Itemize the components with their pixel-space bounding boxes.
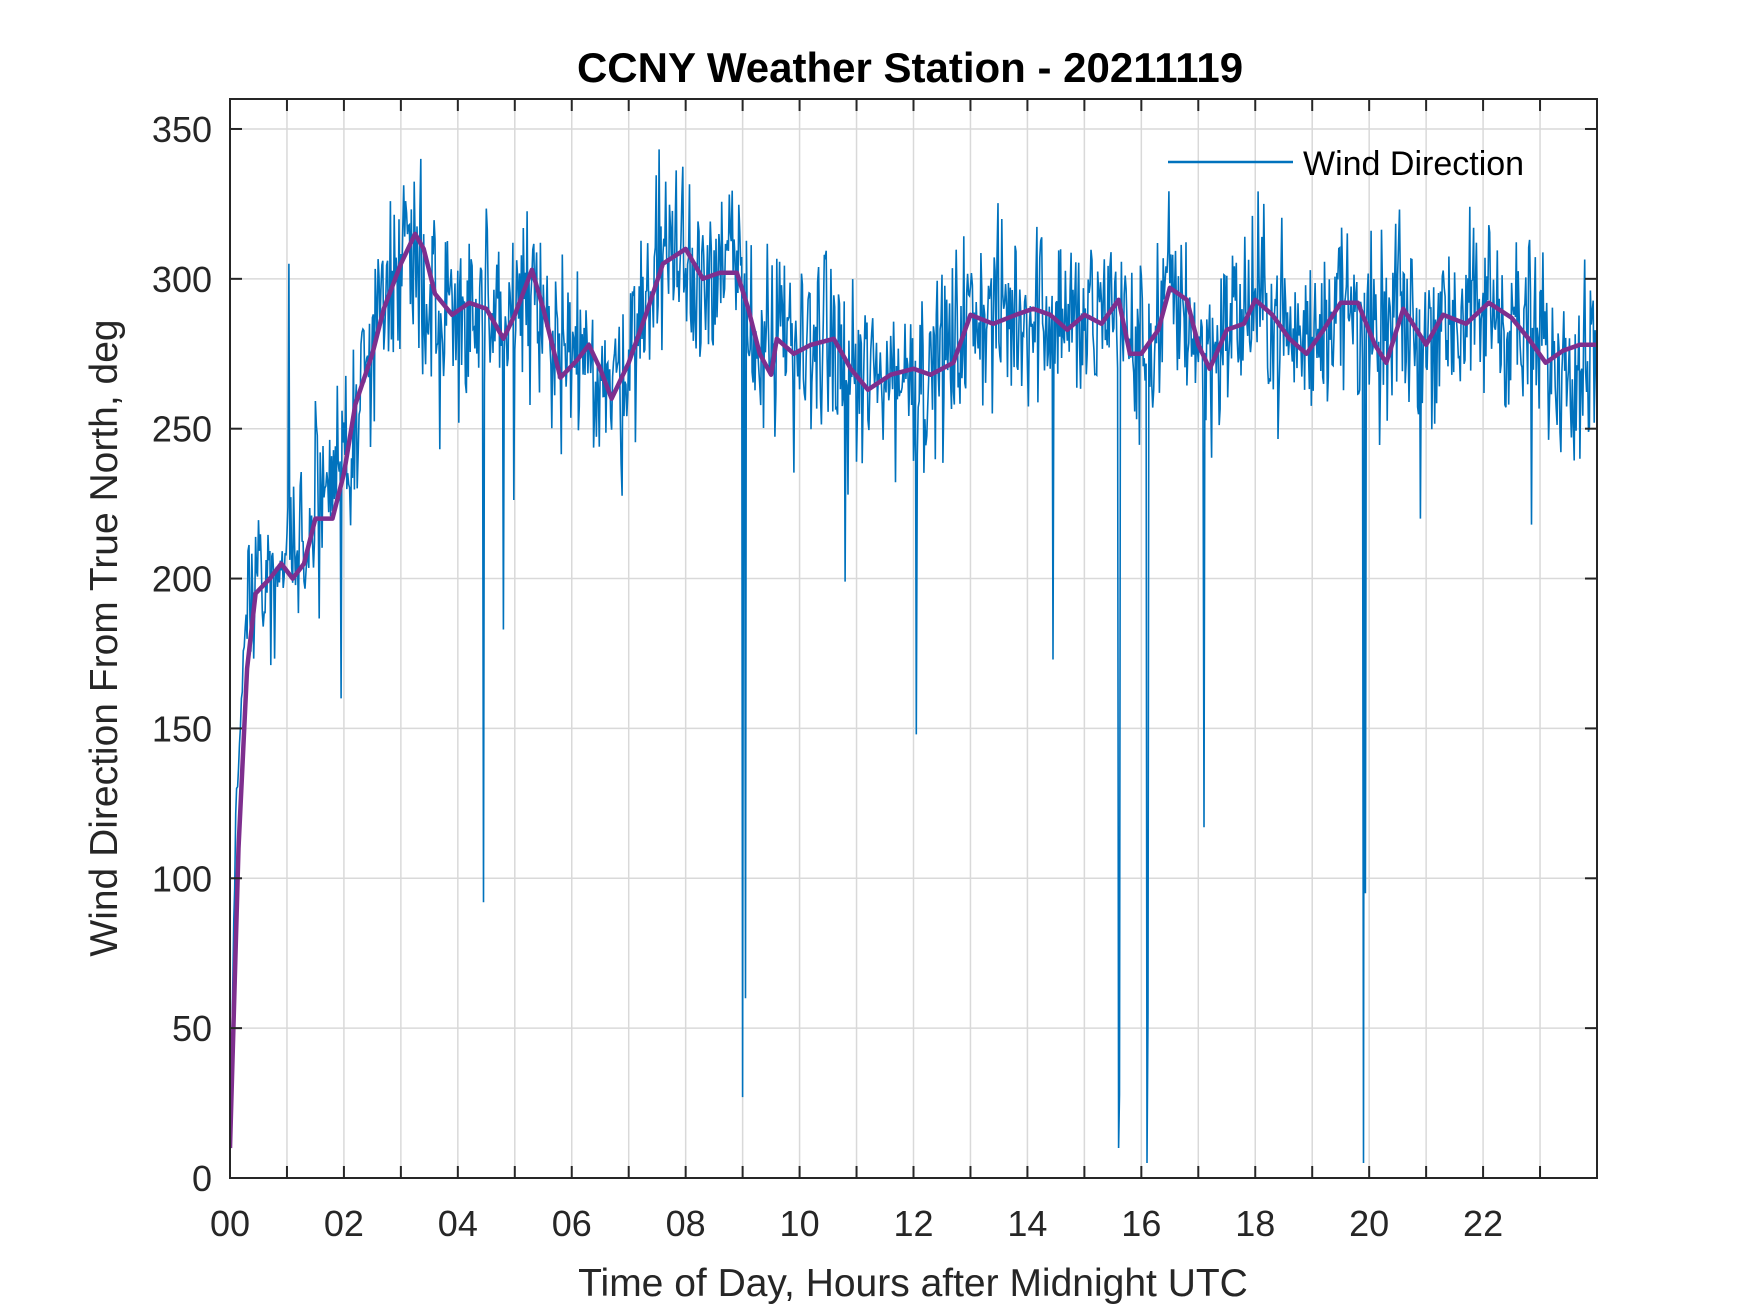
x-tick-label: 14 — [1007, 1203, 1047, 1244]
x-tick-label: 18 — [1235, 1203, 1275, 1244]
x-tick-label: 00 — [210, 1203, 250, 1244]
x-tick-label: 06 — [552, 1203, 592, 1244]
x-tick-label: 08 — [666, 1203, 706, 1244]
series-line-smoothed — [230, 231, 1597, 1149]
x-tick-label: 02 — [324, 1203, 364, 1244]
series-layer — [230, 149, 1597, 1164]
y-tick-label: 150 — [152, 708, 212, 749]
legend-label-wind-direction: Wind Direction — [1303, 145, 1524, 183]
chart-title: CCNY Weather Station - 20211119 — [577, 44, 1243, 91]
y-tick-label: 300 — [152, 259, 212, 300]
y-tick-label: 250 — [152, 409, 212, 450]
y-tick-label: 100 — [152, 858, 212, 899]
y-tick-label: 50 — [172, 1008, 212, 1049]
x-tick-label: 16 — [1121, 1203, 1161, 1244]
tick-labels: 00 02 04 06 08 10 12 14 16 18 20 22 0 50 100 150 200 250 3… — [152, 109, 1503, 1244]
x-axis-label: Time of Day, Hours after Midnight UTC — [578, 1262, 1248, 1305]
x-tick-label: 12 — [893, 1203, 933, 1244]
x-tick-label: 10 — [780, 1203, 820, 1244]
axes — [229, 98, 1598, 1179]
x-tick-label: 20 — [1349, 1203, 1389, 1244]
y-axis-label: Wind Direction From True North, deg — [83, 319, 126, 956]
series-line-wind-direction — [230, 149, 1597, 1164]
y-tick-label: 0 — [192, 1158, 212, 1199]
y-tick-label: 350 — [152, 109, 212, 150]
legend: Wind Direction — [1168, 145, 1524, 183]
y-tick-label: 200 — [152, 559, 212, 600]
x-tick-label: 22 — [1463, 1203, 1503, 1244]
x-tick-label: 04 — [438, 1203, 478, 1244]
